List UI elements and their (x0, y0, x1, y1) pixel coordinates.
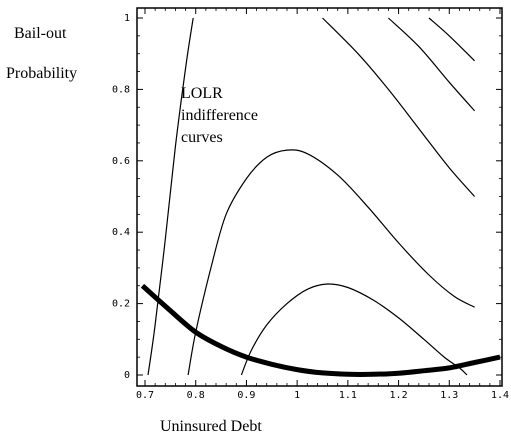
annotation-line-3: curves (181, 129, 223, 146)
y-tick-label: 1 (124, 13, 130, 24)
axis-ticks: 0.7 0.8 0.9 1 1.1 1.2 1.3 1.4 0 0.2 0.4 0.6 0.8 1 (112, 8, 509, 401)
y-tick-label: 0.2 (112, 299, 130, 310)
x-tick-label: 1.1 (339, 390, 357, 401)
indifference-curve-5 (387, 17, 476, 112)
y-axis-label-line1: Bail-out (14, 25, 67, 42)
x-tick-label: 1 (294, 390, 300, 401)
x-tick-label: 0.8 (187, 390, 205, 401)
indifference-curve-4 (322, 17, 476, 197)
indifference-curve-2 (187, 149, 475, 376)
annotation-line-2: indifference (181, 107, 258, 124)
bailout-constraint-curve (140, 283, 501, 377)
y-tick-label: 0 (124, 370, 130, 381)
annotation-line-1: LOLR (181, 85, 223, 102)
x-tick-label: 0.7 (136, 390, 154, 401)
x-tick-label: 0.9 (237, 390, 255, 401)
y-tick-label: 0.4 (112, 227, 130, 238)
indifference-curve-3 (240, 283, 468, 376)
series-layer (140, 17, 501, 377)
x-tick-label: 1.3 (440, 390, 458, 401)
indifference-curve-1 (147, 17, 194, 376)
x-tick-label: 1.2 (390, 390, 408, 401)
y-tick-label: 0.8 (112, 84, 130, 95)
x-axis-label: Uninsured Debt (160, 418, 262, 435)
x-tick-label: 1.4 (491, 390, 509, 401)
indifference-curve-6 (428, 17, 476, 62)
y-axis-label-line2: Probability (6, 65, 77, 82)
y-tick-label: 0.6 (112, 156, 130, 167)
plot-frame (136, 7, 503, 387)
